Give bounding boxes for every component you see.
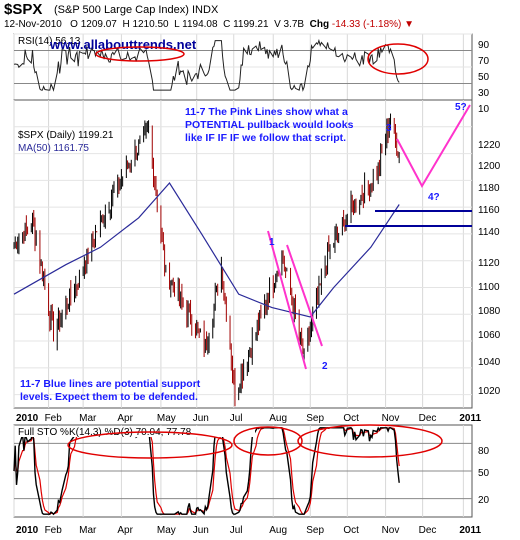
month-label-bottom: May (157, 525, 176, 536)
change-arrow-icon: ▼ (404, 19, 415, 30)
wave-label-4: 4? (428, 192, 440, 203)
annotation-top-line-3: like IF IF IF we follow that script. (185, 132, 346, 144)
ma50-line (13, 182, 400, 318)
rsi-y-label-30: 30 (478, 88, 490, 99)
sto-y-label-20: 20 (478, 495, 490, 506)
symbol-title: $SPX (4, 1, 43, 18)
month-label-bottom: Dec (419, 525, 437, 536)
month-label-bottom: Apr (117, 525, 133, 536)
price-panel-frame (13, 99, 473, 409)
annotation-top-line-2: POTENTIAL pullback would looks (185, 119, 354, 131)
ohlc-line: 12-Nov-2010 O 1209.07 H 1210.50 L 1194.0… (4, 19, 414, 30)
open-value: O 1209.07 (70, 19, 117, 30)
volume-value: V 3.7B (274, 19, 305, 30)
y-tick-1060: 1060 (478, 330, 501, 341)
price-bars (13, 113, 400, 407)
quote-date: 12-Nov-2010 (4, 19, 62, 30)
ma-legend: MA(50) 1161.75 (18, 143, 89, 154)
month-label-mid: Jun (193, 413, 209, 424)
wave-label-5: 5? (455, 102, 467, 113)
wave-1-2-line-a (267, 230, 307, 370)
month-label-bottom: Jun (193, 525, 209, 536)
sto-y-label-80: 80 (478, 446, 490, 457)
y-tick-1200: 1200 (478, 161, 501, 172)
sto-mid-ellipse (233, 426, 303, 456)
month-label-mid: Sep (306, 413, 324, 424)
month-label-bottom: Mar (79, 525, 97, 536)
low-value: L 1194.08 (174, 19, 218, 30)
wave-label-2: 2 (322, 361, 328, 372)
y-tick-1180: 1180 (478, 183, 500, 194)
month-label-mid: Feb (45, 413, 63, 424)
rsi-y-label-50: 50 (478, 72, 490, 83)
sto-y-label-50: 50 (478, 468, 490, 479)
y-tick-1140: 1140 (478, 227, 500, 238)
rsi-top-ellipse (95, 46, 185, 62)
annotation-top-line-1: 11-7 The Pink Lines show what a (185, 106, 348, 118)
change-label: Chg (309, 19, 330, 30)
wave-label-3: 3 (386, 123, 392, 134)
rsi-y-label-10: 10 (478, 104, 490, 115)
month-label-bottom: Jul (230, 525, 243, 536)
middle-month-axis: 2010 Feb Mar Apr May Jun Jul Aug Sep Oct Nov Dec 201… (16, 413, 481, 424)
rsi-grid (13, 33, 472, 101)
month-label-bottom: Aug (269, 525, 287, 536)
month-label-bottom: 2010 (16, 525, 39, 536)
y-tick-1120: 1120 (478, 258, 500, 269)
high-value: H 1210.50 (122, 19, 169, 30)
y-tick-1100: 1100 (478, 282, 500, 293)
rsi-label: RSI(14) 56.13 (18, 36, 81, 47)
sto-label: Full STO %K(14,3) %D(3) 70.04, 77.78 (18, 427, 192, 438)
close-value: C 1199.21 (223, 19, 269, 30)
wave-1-2-line-b (286, 244, 323, 347)
month-label-bottom: Sep (306, 525, 324, 536)
chart-header: $SPX (S&P 500 Large Cap Index) INDX 12-N… (0, 0, 520, 34)
y-tick-1160: 1160 (478, 205, 500, 216)
rsi-line (13, 38, 400, 92)
rsi-right-ellipse (367, 43, 429, 75)
bottom-month-axis: 2010 Feb Mar Apr May Jun Jul Aug Sep Oct Nov Dec 201… (16, 525, 481, 536)
rsi-y-label-70: 70 (478, 56, 490, 67)
price-grid (13, 100, 472, 408)
month-label-mid: Jul (230, 413, 243, 424)
month-label-mid: Apr (117, 413, 133, 424)
y-tick-1040: 1040 (478, 357, 501, 368)
rsi-y-label-90: 90 (478, 40, 490, 51)
annotation-top: 11-7 The Pink Lines show what a POTENTIA… (185, 106, 354, 144)
month-label-bottom: Feb (45, 525, 63, 536)
month-label-mid: 2010 (16, 413, 39, 424)
annotation-bottom-line-1: 11-7 Blue lines are potential support (20, 378, 201, 390)
month-label-mid: Mar (79, 413, 97, 424)
month-label-mid: 2011 (459, 413, 481, 424)
projection-line (396, 104, 471, 189)
price-legend: $SPX (Daily) 1199.21 (18, 130, 114, 141)
change-value: -14.33 (-1.18%) (331, 19, 402, 30)
month-label-mid: Oct (343, 413, 359, 424)
month-label-bottom: Oct (343, 525, 359, 536)
wave-label-1: 1 (269, 237, 275, 248)
sto-right-ellipse (297, 424, 443, 458)
y-tick-1220: 1220 (478, 140, 501, 151)
y-tick-1080: 1080 (478, 306, 501, 317)
index-name: (S&P 500 Large Cap Index) INDX (54, 4, 219, 16)
annotation-bottom: 11-7 Blue lines are potential support le… (20, 378, 201, 403)
annotation-bottom-line-2: levels. Expect them to be defended. (20, 391, 198, 403)
month-label-bottom: 2011 (459, 525, 481, 536)
month-label-mid: Nov (382, 413, 400, 424)
month-label-mid: May (157, 413, 176, 424)
price-y-axis: 1220 1200 1180 1160 1140 1120 1100 1080 … (478, 140, 501, 397)
y-tick-1020: 1020 (478, 386, 501, 397)
sto-left-ellipse (67, 431, 233, 459)
month-label-mid: Dec (419, 413, 437, 424)
month-label-mid: Aug (269, 413, 287, 424)
month-label-bottom: Nov (382, 525, 400, 536)
